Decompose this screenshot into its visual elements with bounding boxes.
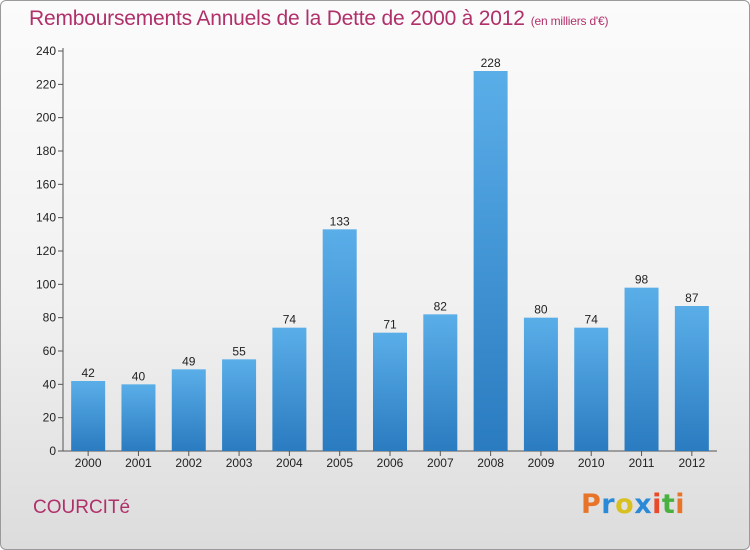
y-tick-label: 140: [36, 211, 56, 225]
bar-value-label: 133: [330, 214, 350, 228]
x-axis: 2000 2001 2002 2003 2004 2005 2006 2007 2008 2009…: [63, 450, 717, 470]
y-tick-label: 220: [36, 77, 56, 91]
y-tick-label: 20: [43, 411, 57, 425]
bar-2003: [222, 359, 257, 451]
y-tick-label: 40: [43, 377, 57, 391]
proxiti-logo: Proxiti: [581, 489, 685, 520]
x-tick-label: 2002: [175, 456, 202, 470]
chart-subtitle: (en milliers d'€): [530, 14, 609, 28]
x-tick-label: 2009: [528, 456, 555, 470]
x-tick-label: 2005: [326, 456, 353, 470]
y-tick-label: 120: [36, 244, 56, 258]
x-tick-label: 2008: [477, 456, 504, 470]
logo-letter: P: [581, 489, 602, 520]
y-tick-label: 100: [36, 277, 56, 291]
bar-2012: [674, 306, 709, 451]
bar-2005: [322, 229, 357, 451]
y-tick-label: 240: [36, 44, 56, 58]
y-tick-label: 0: [49, 444, 56, 458]
x-tick-label: 2000: [75, 456, 102, 470]
y-tick-label: 60: [43, 344, 57, 358]
logo-letter: i: [652, 489, 662, 520]
bar-value-label: 87: [685, 291, 699, 305]
x-tick-label: 2006: [377, 456, 404, 470]
logo-letter: t: [661, 489, 676, 520]
bar-value-label: 228: [481, 56, 501, 70]
logo-letter: r: [601, 489, 616, 520]
place-name: COURCITé: [33, 497, 131, 518]
bar-value-label: 42: [81, 366, 95, 380]
bar-series: 42 40 49 55 74 133 71 82 228 80 74 98 87: [71, 56, 709, 451]
bar-value-label: 98: [635, 273, 649, 287]
x-tick-label: 2011: [629, 456, 655, 470]
x-tick-label: 2012: [678, 456, 705, 470]
logo-letter: o: [615, 489, 635, 520]
bar-value-label: 40: [132, 369, 146, 383]
bar-2000: [71, 381, 106, 451]
bar-value-label: 71: [383, 318, 397, 332]
y-tick-label: 160: [36, 177, 56, 191]
bar-2007: [423, 314, 458, 451]
chart-title: Remboursements Annuels de la Dette de 20…: [29, 7, 608, 31]
y-tick-label: 80: [43, 311, 57, 325]
bar-2008: [473, 71, 508, 451]
y-tick-label: 180: [36, 144, 56, 158]
bar-2004: [272, 327, 307, 451]
logo-letter: i: [675, 489, 686, 520]
bar-value-label: 55: [232, 344, 246, 358]
x-tick-label: 2003: [226, 456, 253, 470]
bar-value-label: 74: [283, 313, 297, 327]
y-axis: 0 20 40 60 80 100 120 140 160 180 200 220 240: [36, 44, 64, 458]
bar-value-label: 49: [182, 354, 196, 368]
bar-2002: [171, 369, 206, 451]
x-tick-label: 2010: [578, 456, 605, 470]
logo-letter: x: [634, 489, 653, 520]
bar-2011: [624, 287, 659, 451]
x-tick-label: 2007: [427, 456, 454, 470]
bar-value-label: 80: [534, 303, 548, 317]
x-tick-label: 2004: [276, 456, 303, 470]
y-tick-label: 200: [36, 111, 56, 125]
bar-value-label: 82: [434, 299, 448, 313]
chart-title-text: Remboursements Annuels de la Dette de 20…: [29, 7, 525, 30]
bar-2010: [574, 327, 609, 451]
x-tick-label: 2001: [125, 456, 152, 470]
bar-2009: [523, 317, 558, 451]
bar-2001: [121, 384, 156, 451]
bar-2006: [373, 332, 407, 451]
bar-value-label: 74: [585, 313, 599, 327]
